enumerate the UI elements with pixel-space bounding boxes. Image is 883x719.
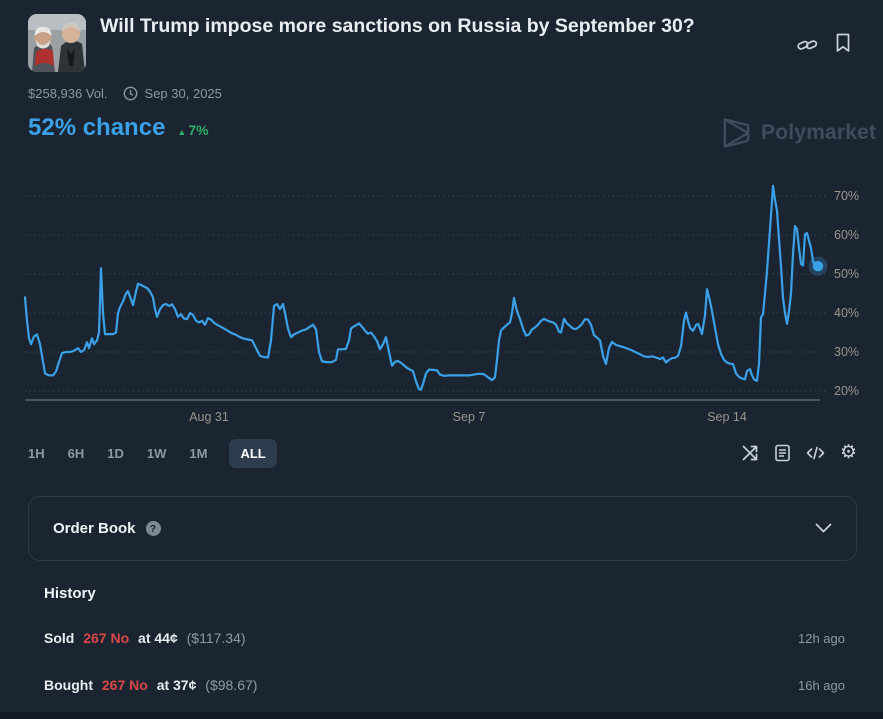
chance-change-badge: ▲ 7%: [177, 122, 208, 138]
history-row[interactable]: Bought 267 No at 37¢ ($98.67) 16h ago: [44, 677, 845, 693]
y-axis-label: 40%: [834, 306, 859, 320]
end-date-label: Sep 30, 2025: [144, 86, 222, 101]
x-axis-label: Sep 7: [453, 410, 486, 424]
y-axis-label: 30%: [834, 345, 859, 359]
polymarket-logo-icon: [723, 118, 750, 148]
y-axis-label: 50%: [834, 267, 859, 281]
history-price: at 44¢: [138, 630, 178, 646]
history-action: Sold: [44, 630, 75, 646]
history-row-text: Bought 267 No at 37¢ ($98.67): [44, 677, 262, 693]
price-chart[interactable]: 70% 60% 50% 40% 30% 20% Aug 31 Sep 7 Sep 14: [0, 168, 883, 430]
market-stats-row: $258,936 Vol. Sep 30, 2025: [28, 86, 222, 101]
timeframe-1w[interactable]: 1W: [146, 445, 167, 461]
link-icon: [797, 40, 818, 50]
order-book-title: Order Book: [53, 520, 136, 537]
settings-gear-icon[interactable]: ⚙: [840, 442, 858, 463]
timeframe-1h[interactable]: 1H: [28, 445, 45, 461]
timeframe-selector: 1H 6H 1D 1W 1M ALL: [28, 438, 277, 468]
window-bottom-edge: [0, 712, 883, 719]
history-amount: ($117.34): [186, 630, 246, 646]
y-axis-label: 20%: [834, 384, 859, 398]
history-row[interactable]: Sold 267 No at 44¢ ($117.34) 12h ago: [44, 630, 845, 646]
x-axis-label: Sep 14: [707, 410, 747, 424]
polymarket-wordmark: Polymarket: [761, 121, 877, 144]
clock-icon: [123, 86, 138, 101]
chance-value: 52% chance: [28, 114, 166, 141]
modi-putin-photo: [28, 14, 86, 72]
bookmark-icon: [836, 33, 850, 52]
chevron-down-icon[interactable]: [815, 523, 832, 534]
copy-link-button[interactable]: [797, 35, 818, 60]
y-axis-label: 70%: [834, 189, 859, 203]
chart-actions: ⚙: [741, 442, 858, 463]
market-avatar-image: [28, 14, 86, 72]
history-timestamp: 16h ago: [798, 678, 845, 693]
chance-row: 52% chance ▲ 7%: [28, 114, 209, 142]
timeframe-1d[interactable]: 1D: [107, 445, 124, 461]
market-title: Will Trump impose more sanctions on Russ…: [100, 15, 695, 37]
history-amount: ($98.67): [205, 677, 258, 693]
help-icon[interactable]: ?: [145, 521, 161, 536]
polymarket-watermark: Polymarket: [720, 116, 876, 150]
embed-code-icon[interactable]: [806, 444, 825, 462]
history-price: at 37¢: [156, 677, 197, 693]
document-icon[interactable]: [774, 444, 791, 462]
bookmark-button[interactable]: [835, 33, 851, 58]
history-action: Bought: [44, 677, 93, 693]
timeframe-6h[interactable]: 6H: [67, 445, 85, 461]
order-book-header: Order Book ?: [53, 520, 161, 537]
current-price-dot: [812, 261, 824, 272]
history-title: History: [44, 585, 96, 602]
volume-label: $258,936 Vol.: [28, 86, 108, 101]
trade-arrows-icon[interactable]: [741, 444, 759, 462]
chance-change-value: 7%: [188, 122, 209, 138]
history-timestamp: 12h ago: [798, 631, 845, 646]
history-outcome: 267 No: [101, 677, 148, 693]
timeframe-all-selected[interactable]: ALL: [229, 438, 277, 468]
price-chart-svg[interactable]: 70% 60% 50% 40% 30% 20% Aug 31 Sep 7 Sep 14: [0, 168, 883, 430]
x-axis-label: Aug 31: [189, 410, 229, 424]
timeframe-1m[interactable]: 1M: [189, 445, 208, 461]
order-book-card[interactable]: Order Book ?: [28, 496, 857, 561]
history-outcome: 267 No: [83, 630, 130, 646]
history-row-text: Sold 267 No at 44¢ ($117.34): [44, 630, 251, 646]
y-axis-label: 60%: [834, 228, 859, 242]
up-triangle-icon: ▲: [177, 127, 187, 137]
